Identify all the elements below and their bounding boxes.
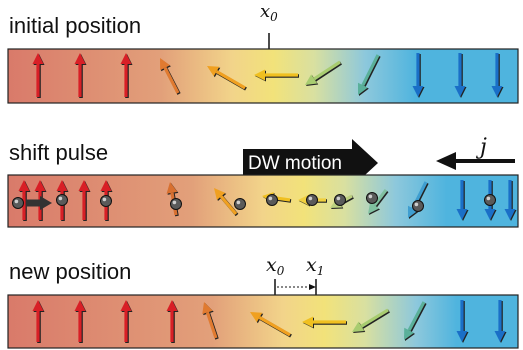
spin-arrow — [254, 69, 299, 82]
spin-torque-arrow — [26, 196, 52, 210]
panel-initial: initial position x0 — [7, 1, 519, 104]
electron-ball — [334, 194, 346, 206]
spin-arrow — [491, 53, 504, 98]
electron-ball — [412, 200, 424, 212]
spin-arrow — [207, 66, 247, 91]
spin-arrow — [305, 60, 342, 86]
panel-initial-label: initial position — [9, 13, 141, 38]
electron-ball — [366, 192, 378, 204]
spin-arrow — [120, 53, 133, 98]
spin-arrow — [456, 180, 469, 221]
spin-arrow — [78, 180, 91, 221]
panel-shift-label: shift pulse — [9, 140, 108, 165]
spin-arrow — [250, 312, 292, 338]
spin-arrow — [214, 188, 239, 217]
spin-arrow — [160, 58, 181, 95]
magnetization-arrows-new — [32, 300, 507, 343]
electron-ball — [56, 194, 68, 206]
current-label: j — [475, 135, 487, 160]
x0-new-label: x0 — [266, 254, 285, 278]
spin-arrow — [32, 53, 45, 98]
electron-ball — [484, 194, 496, 206]
x1-new-label: x1 — [306, 254, 324, 278]
electron-ball — [170, 198, 182, 210]
spin-arrow — [120, 300, 133, 343]
magnetization-arrows-shift — [12, 180, 517, 221]
spin-arrow — [352, 308, 390, 333]
current-arrow-head — [436, 152, 456, 170]
x0-marker-label: x0 — [260, 1, 278, 24]
shift-distance-head — [309, 284, 316, 290]
electron-ball — [100, 195, 112, 207]
spin-arrow — [166, 300, 179, 343]
electron-ball — [306, 194, 318, 206]
spin-arrow — [358, 54, 381, 96]
spin-arrow — [32, 300, 45, 343]
spin-arrow — [368, 189, 389, 215]
panel-new: new position x0 x1 — [7, 254, 519, 349]
spin-arrow — [18, 180, 31, 221]
nanowire-strip-shift — [7, 174, 519, 228]
panel-new-label: new position — [9, 259, 131, 284]
dw-motion-label: DW motion — [248, 153, 342, 174]
spin-arrow — [412, 53, 425, 98]
spin-arrow — [456, 300, 469, 343]
spin-arrow — [504, 180, 517, 221]
spin-arrow — [74, 53, 87, 98]
spin-arrow — [404, 301, 427, 341]
spin-arrow — [202, 302, 219, 340]
spin-arrow — [74, 300, 87, 343]
spin-arrow — [302, 316, 347, 329]
electron-ball — [12, 197, 24, 209]
magnetization-arrows-initial — [32, 53, 504, 98]
electron-ball — [266, 194, 278, 206]
panel-shift: shift pulse DW motion j — [7, 135, 519, 228]
electron-ball — [234, 198, 246, 210]
spin-arrow — [494, 300, 507, 343]
spin-arrow — [454, 53, 467, 98]
